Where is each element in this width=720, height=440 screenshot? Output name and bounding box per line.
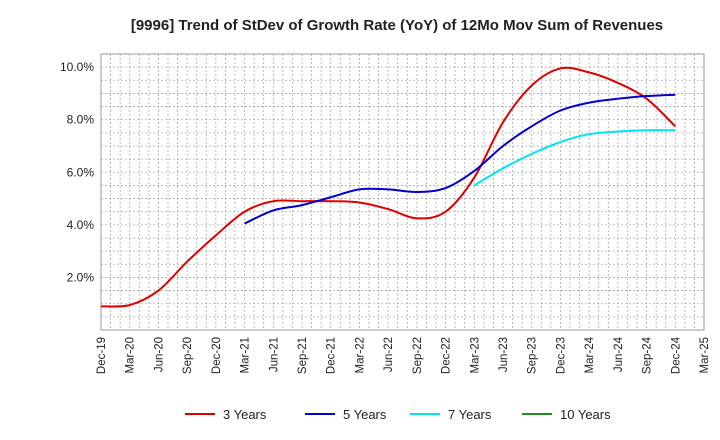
- x-tick-label: Jun-22: [383, 337, 395, 372]
- x-tick-label: Dec-22: [441, 337, 453, 374]
- y-tick-label: 8.0%: [67, 113, 95, 127]
- y-tick-label: 2.0%: [67, 270, 95, 284]
- legend-label: 7 Years: [448, 407, 492, 422]
- x-tick-label: Sep-22: [412, 337, 424, 374]
- x-axis: Dec-19 Mar-20 Jun-20 Sep-20 Dec-20 Mar-21 Jun-…: [96, 336, 711, 374]
- y-tick-label: 10.0%: [60, 60, 94, 74]
- series-line-3-years: [100, 66, 676, 308]
- x-tick-label: Mar-21: [240, 337, 252, 373]
- x-tick-label: Sep-21: [297, 337, 309, 374]
- legend-label: 3 Years: [223, 407, 267, 422]
- x-tick-label: Mar-22: [354, 337, 366, 373]
- x-tick-label: Mar-20: [125, 337, 137, 373]
- x-tick-label: Dec-21: [326, 337, 338, 374]
- x-tick-label: Jun-24: [613, 336, 625, 372]
- y-tick-label: 6.0%: [67, 165, 95, 179]
- legend-label: 10 Years: [560, 407, 611, 422]
- legend-label: 5 Years: [343, 407, 387, 422]
- x-tick-label: Dec-20: [211, 337, 223, 374]
- chart-title: [9996] Trend of StDev of Growth Rate (Yo…: [131, 17, 663, 34]
- y-tick-label: 4.0%: [67, 218, 95, 232]
- series-line-7-years: [473, 129, 676, 187]
- x-tick-label: Jun-21: [268, 337, 280, 372]
- x-tick-label: Dec-19: [96, 337, 108, 374]
- grid: [101, 54, 704, 330]
- x-tick-label: Mar-25: [699, 337, 711, 373]
- x-tick-label: Mar-24: [584, 336, 596, 373]
- legend: 3 Years 5 Years 7 Years 10 Years: [185, 407, 611, 422]
- x-tick-label: Dec-23: [555, 337, 567, 374]
- x-tick-label: Mar-23: [469, 337, 481, 373]
- series-line-5-years: [244, 93, 676, 225]
- x-tick-label: Jun-23: [498, 337, 510, 372]
- x-tick-label: Dec-24: [670, 336, 682, 374]
- plot-area: [100, 53, 705, 331]
- series-group: [100, 66, 676, 308]
- x-tick-label: Sep-23: [527, 337, 539, 374]
- x-tick-label: Sep-24: [642, 336, 654, 374]
- x-tick-label: Jun-20: [153, 337, 165, 372]
- y-axis: 2.0% 4.0% 6.0% 8.0% 10.0%: [60, 60, 94, 284]
- x-tick-label: Sep-20: [182, 337, 194, 374]
